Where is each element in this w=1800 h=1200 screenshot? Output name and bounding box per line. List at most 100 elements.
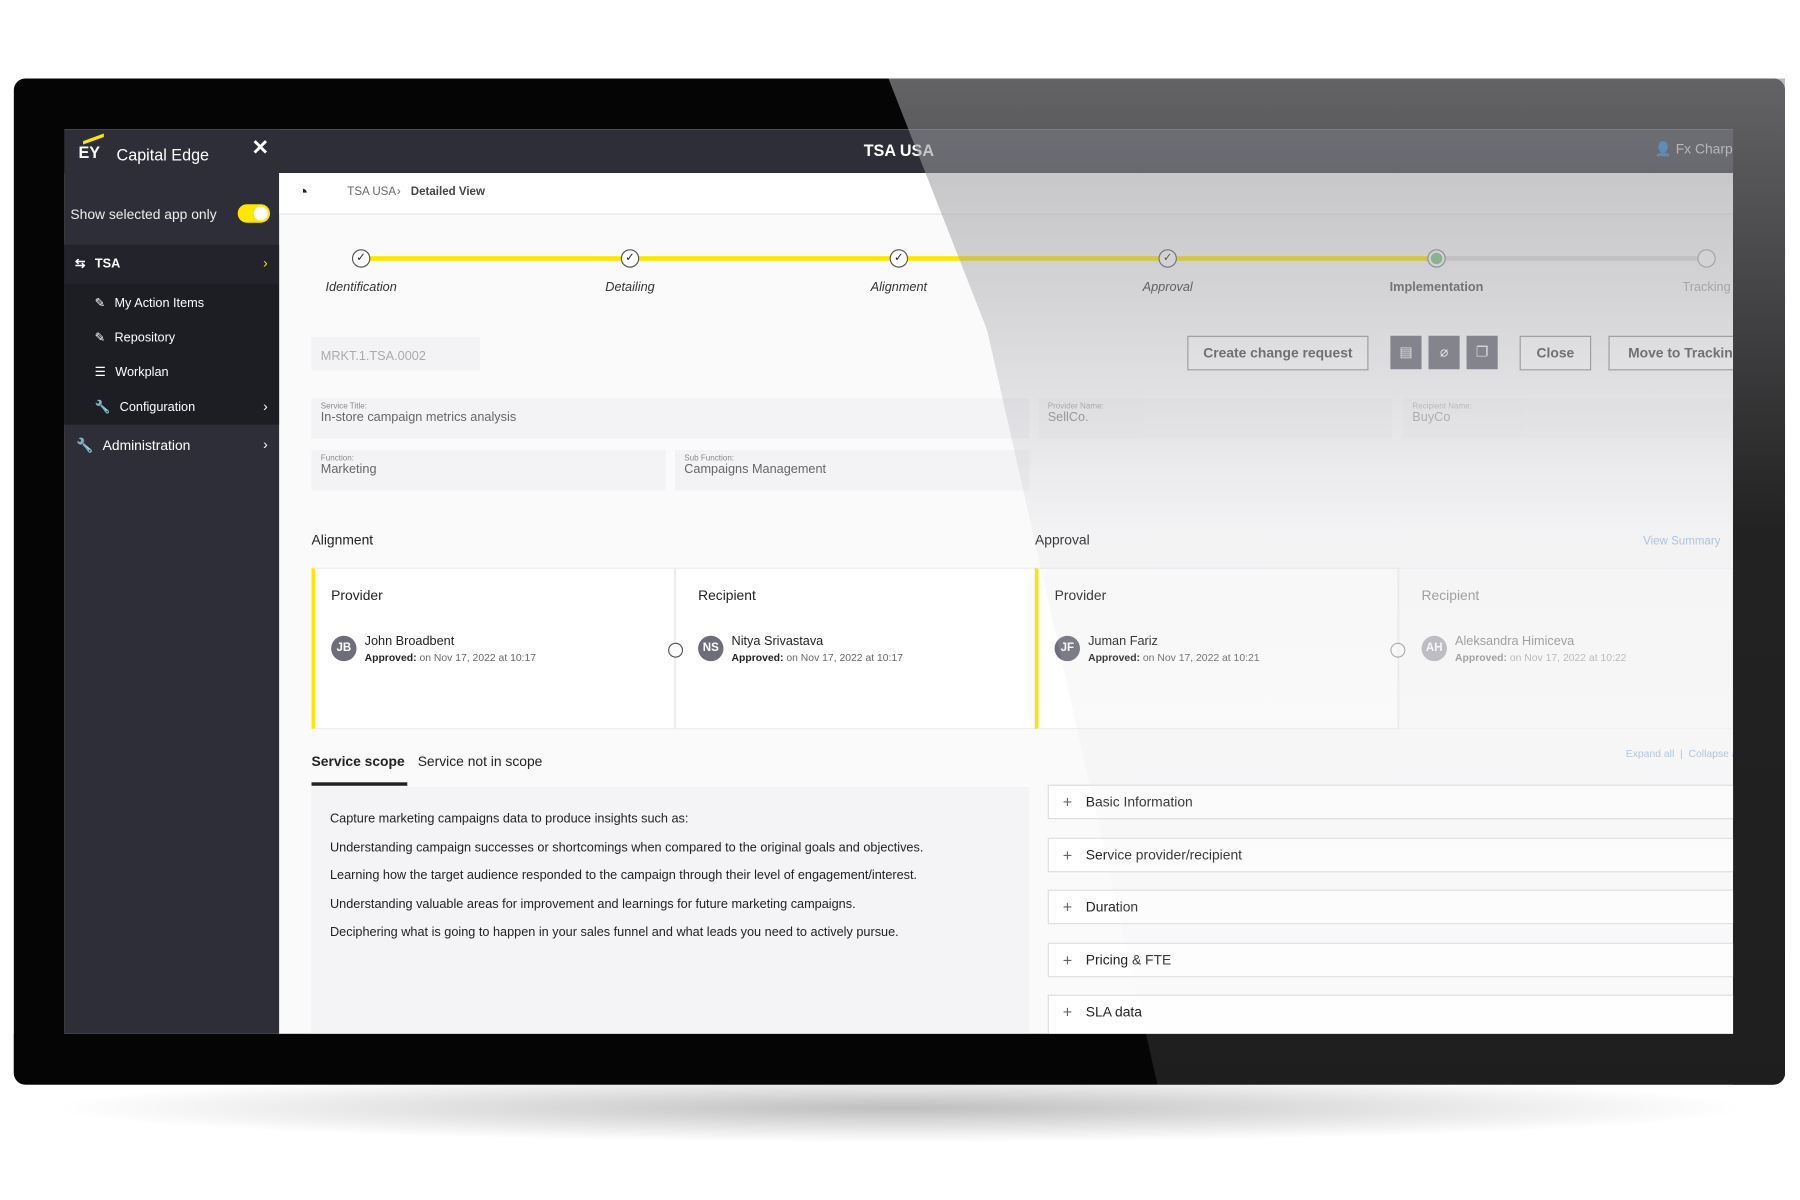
avatar: AH [1421, 635, 1447, 662]
copy-icon[interactable]: ❐ [1466, 335, 1498, 370]
role-label: Recipient [1421, 587, 1480, 604]
approval-provider-card: Provider JF Juman Fariz Approved: on Nov… [1035, 567, 1399, 730]
sidebar-item-label: TSA [94, 256, 121, 271]
avatar: NS [698, 635, 724, 662]
accordion-duration[interactable]: + Duration [1047, 889, 1741, 925]
move-to-tracking-button[interactable]: Move to Tracking [1608, 335, 1734, 371]
stepper-remaining-line [1436, 256, 1707, 261]
step-label: Identification [325, 280, 397, 295]
approver-name: Aleksandra Himiceva [1455, 634, 1575, 649]
accordion-sla-data[interactable]: + SLA data [1047, 994, 1741, 1034]
tab-service-scope[interactable]: Service scope [311, 753, 405, 770]
step-label: Approval [1142, 280, 1193, 295]
sidebar-item-configuration[interactable]: 🔧 Configuration [95, 399, 268, 414]
wrench-icon: 🔧 [94, 400, 111, 415]
create-change-request-button[interactable]: Create change request [1187, 335, 1369, 371]
role-label: Provider [1054, 587, 1107, 604]
dashboard-icon[interactable]: ◔ [297, 182, 309, 202]
sidebar-item-administration[interactable]: 🔧 Administration › [65, 427, 280, 466]
tab-service-not-in-scope[interactable]: Service not in scope [417, 753, 543, 770]
scope-line: Capture marketing campaigns data to prod… [330, 812, 689, 827]
sidebar-item-label: Administration [102, 437, 191, 454]
sidebar-item-repository[interactable]: ✎ Repository [95, 330, 176, 345]
approval-recipient-card: Recipient AH Aleksandra Himiceva Approve… [1398, 567, 1734, 730]
plus-icon: + [1062, 897, 1073, 917]
record-id: MRKT.1.TSA.0002 [320, 349, 426, 364]
step-label: Tracking [1682, 280, 1731, 295]
user-menu[interactable]: 👤 Fx Charpentier [1655, 141, 1733, 157]
role-label: Provider [331, 587, 383, 604]
alignment-heading: Alignment [311, 531, 374, 549]
recipient-name-field: Recipient Name: BuyCo [1403, 398, 1734, 439]
sidebar: EY Capital Edge ✕ Show selected app only… [64, 129, 280, 1034]
breadcrumb: ◔ TSA USA › Detailed View [279, 173, 1734, 215]
sidebar-item-my-action-items[interactable]: ✎ My Action Items [95, 295, 204, 310]
chevron-right-icon: › [263, 436, 268, 453]
accordion-pricing-fte[interactable]: + Pricing & FTE [1047, 942, 1741, 978]
alignment-provider-card: Provider JB John Broadbent Approved: on … [311, 567, 676, 730]
check-circle-icon[interactable]: ✓ [1158, 249, 1177, 268]
step-dot[interactable] [1427, 249, 1446, 268]
scope-line: Deciphering what is going to happen in y… [330, 925, 899, 940]
pdf-icon[interactable]: ▤ [1390, 335, 1422, 370]
user-name: Fx Charpentier [1675, 140, 1733, 157]
plus-icon: + [1062, 1002, 1073, 1022]
close-button[interactable]: Close [1519, 335, 1592, 371]
sidebar-item-label: My Action Items [114, 295, 205, 310]
sidebar-item-workplan[interactable]: ☰ Workplan [94, 365, 169, 380]
connector-radio [668, 642, 684, 658]
active-tab-underline [311, 782, 408, 786]
sidebar-item-label: Configuration [119, 399, 196, 414]
sub-function-field: Sub Function: Campaigns Management [675, 450, 1030, 491]
collapse-all-link[interactable]: Collapse all [1688, 747, 1734, 760]
role-label: Recipient [698, 587, 756, 604]
scope-line: Learning how the target audience respond… [330, 868, 918, 883]
chevron-right-icon: › [396, 185, 401, 199]
app-title: TSA USA [863, 140, 935, 160]
step-label: Implementation [1389, 280, 1484, 295]
ey-logo: EY [78, 143, 101, 162]
check-circle-icon[interactable]: ✓ [351, 249, 371, 268]
service-title-field: Service Title: In-store campaign metrics … [311, 398, 1030, 439]
plus-icon: + [1062, 845, 1073, 865]
close-sidebar-icon[interactable]: ✕ [251, 136, 269, 160]
connector-radio [1390, 642, 1406, 658]
record-id-field: MRKT.1.TSA.0002 [311, 336, 481, 371]
plus-icon: + [1062, 950, 1073, 970]
user-icon: 👤 [1654, 140, 1676, 157]
check-circle-icon[interactable]: ✓ [620, 249, 640, 268]
sidebar-item-tsa[interactable]: ⇆ TSA › [64, 244, 280, 284]
provider-name-field: Provider Name: SellCo. [1038, 398, 1392, 439]
avatar: JF [1054, 635, 1081, 662]
approver-name: John Broadbent [364, 634, 455, 649]
list-icon: ☰ [94, 365, 107, 380]
approver-name: Nitya Srivastava [731, 634, 824, 649]
scope-line: Understanding campaign successes or shor… [330, 840, 924, 855]
accordion-basic-information[interactable]: + Basic Information [1047, 784, 1741, 820]
view-summary-link[interactable]: View Summary [1643, 535, 1721, 549]
alignment-recipient-card: Recipient NS Nitya Srivastava Approved: … [675, 567, 1036, 730]
show-selected-toggle[interactable] [237, 204, 271, 223]
wrench-icon: 🔧 [76, 437, 94, 454]
step-label: Detailing [605, 280, 655, 295]
attachment-icon[interactable]: ⌀ [1428, 335, 1460, 370]
avatar: JB [331, 635, 357, 662]
breadcrumb-root[interactable]: TSA USA [347, 185, 397, 199]
step-dot[interactable] [1697, 249, 1716, 268]
brand-name: Capital Edge [116, 145, 210, 164]
toggle-label: Show selected app only [70, 206, 217, 223]
sidebar-item-label: Repository [114, 330, 176, 345]
handshake-icon: ⇆ [75, 257, 86, 272]
plus-icon: + [1062, 792, 1073, 812]
approval-heading: Approval [1035, 531, 1090, 549]
edit-icon: ✎ [94, 296, 106, 311]
accordion-service-provider-recipient[interactable]: + Service provider/recipient [1047, 837, 1741, 873]
top-bar: TSA USA 👤 Fx Charpentier [64, 129, 1734, 174]
expand-all-link[interactable]: Expand all [1625, 747, 1675, 760]
breadcrumb-current: Detailed View [410, 185, 485, 199]
scope-description: Capture marketing campaigns data to prod… [311, 786, 1030, 1034]
sidebar-item-label: Workplan [115, 365, 169, 380]
edit-icon: ✎ [94, 331, 106, 346]
approver-name: Juman Fariz [1088, 634, 1158, 649]
check-circle-icon[interactable]: ✓ [889, 249, 909, 268]
